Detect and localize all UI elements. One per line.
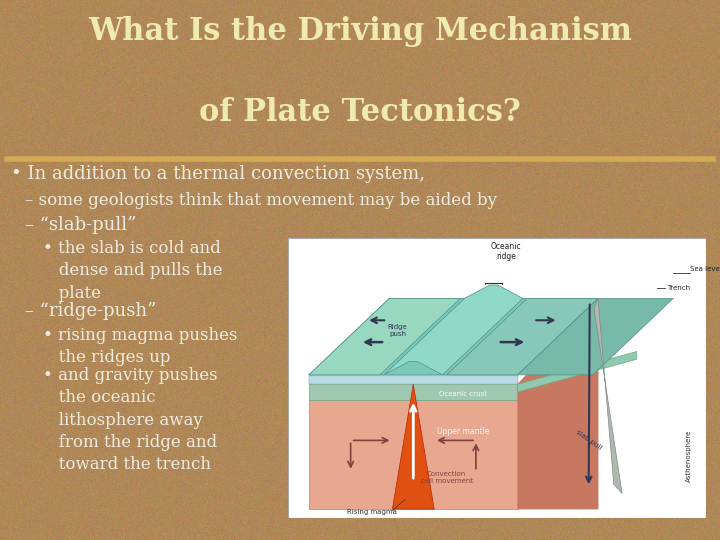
Text: • rising magma pushes
   the ridges up: • rising magma pushes the ridges up (43, 327, 238, 366)
Polygon shape (309, 384, 518, 400)
Text: of Plate Tectonics?: of Plate Tectonics? (199, 97, 521, 128)
Text: slab pull: slab pull (575, 429, 603, 451)
Polygon shape (518, 352, 636, 392)
Polygon shape (518, 299, 598, 509)
Polygon shape (518, 299, 673, 375)
Polygon shape (594, 299, 622, 494)
Text: – some geologists think that movement may be aided by: – some geologists think that movement ma… (25, 192, 498, 208)
Polygon shape (309, 375, 518, 384)
Text: • In addition to a thermal convection system,: • In addition to a thermal convection sy… (11, 165, 425, 183)
Polygon shape (309, 299, 598, 375)
Text: – “slab-pull”: – “slab-pull” (25, 216, 137, 234)
Text: Convection
cell movement: Convection cell movement (420, 471, 473, 484)
Text: Upper mantle: Upper mantle (437, 427, 490, 436)
Text: What Is the Driving Mechanism: What Is the Driving Mechanism (88, 16, 632, 47)
Text: • and gravity pushes
   the oceanic
   lithosphere away
   from the ridge and
  : • and gravity pushes the oceanic lithosp… (43, 367, 218, 473)
Text: Sea level: Sea level (690, 266, 720, 272)
Text: Oceanic
ridge: Oceanic ridge (491, 241, 521, 261)
Polygon shape (392, 384, 434, 509)
Text: Trench: Trench (667, 285, 690, 291)
Polygon shape (384, 285, 523, 375)
Text: Oceanic crust: Oceanic crust (439, 390, 487, 396)
Polygon shape (309, 400, 518, 509)
Text: Ridge
push: Ridge push (388, 325, 408, 338)
Text: – “ridge-push”: – “ridge-push” (25, 302, 157, 320)
Polygon shape (446, 299, 598, 375)
Polygon shape (309, 299, 460, 375)
Text: Rising magma: Rising magma (346, 509, 397, 515)
Text: Asthenosphere: Asthenosphere (686, 430, 692, 482)
Text: • the slab is cold and
   dense and pulls the
   plate: • the slab is cold and dense and pulls t… (43, 240, 222, 302)
